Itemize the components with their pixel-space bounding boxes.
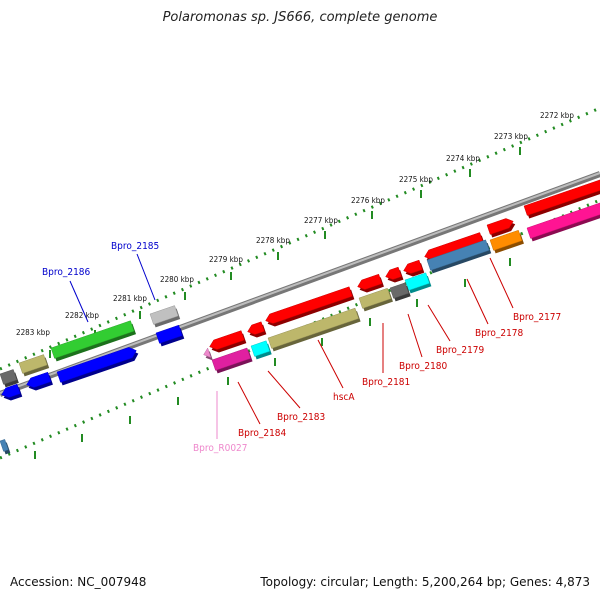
- gene-label: Bpro_2177: [513, 312, 561, 323]
- scale-tick-label: 2277 kbp: [304, 216, 338, 225]
- gene-pink-long: [526, 202, 600, 242]
- gene-bpro-2177: [523, 179, 600, 219]
- scale-tick-label: 2275 kbp: [399, 175, 433, 184]
- gene-cyan-b: [250, 340, 272, 360]
- label-leader: [136, 253, 156, 301]
- gene-olive-left-body: [18, 354, 48, 374]
- upper-scale-line: [0, 106, 600, 371]
- gene-blue-a-body: [155, 324, 183, 344]
- scale-tick-label: 2281 kbp: [113, 294, 147, 303]
- gene-olive-hsca-body: [267, 307, 359, 349]
- label-layer: Bpro_2177 Bpro_2178 Bpro_2179 Bpro_2180 Bpro…: [42, 241, 561, 454]
- scale-tick-label: 2278 kbp: [256, 236, 290, 245]
- gene-label: Bpro_2180: [399, 361, 448, 372]
- accession-text: Accession: NC_007948: [10, 575, 147, 589]
- gene-olive-left: [18, 354, 50, 377]
- gene-bpro-2186-body: [50, 320, 135, 359]
- gene-grey-left-body: [0, 369, 18, 385]
- scale-tick-label: 2274 kbp: [446, 154, 480, 163]
- gene-blue-a: [155, 324, 185, 347]
- label-leader: [237, 381, 261, 425]
- gene-layer: [0, 179, 600, 455]
- gene-steelblue-left-body: [0, 439, 9, 452]
- gene-orange: [489, 229, 524, 254]
- gene-small-b: [247, 321, 267, 338]
- map-title: Polaromonas sp. JS666, complete genome: [162, 10, 438, 25]
- gene-bpro-2177-body: [523, 179, 600, 216]
- gene-label: Bpro_2186: [42, 267, 91, 278]
- gene-blue-b-body: [26, 371, 52, 388]
- gene-label: Bpro_2179: [436, 345, 485, 356]
- gene-bpro-2181-body: [385, 266, 402, 280]
- gene-hsca-body: [265, 286, 353, 324]
- gene-label: Bpro_2178: [475, 328, 524, 339]
- gene-blue-b: [26, 371, 53, 391]
- gene-bpro-r0027-body: [203, 347, 212, 358]
- genome-summary-text: Topology: circular; Length: 5,200,264 bp…: [260, 575, 590, 589]
- scale-tick-label: 2272 kbp: [540, 111, 574, 120]
- gene-bpro-2178: [486, 218, 516, 238]
- gene-steelblue: [426, 239, 492, 274]
- gene-bpro-2183: [209, 330, 247, 353]
- gene-olive-hsca: [267, 307, 361, 352]
- lower-scale-line: [0, 198, 600, 460]
- gene-blue-c-body: [1, 383, 21, 398]
- gene-cyan-b-body: [250, 340, 271, 357]
- gene-label: Bpro_2185: [111, 241, 159, 252]
- gene-steelblue-body: [426, 239, 490, 271]
- label-leader: [466, 278, 489, 325]
- gene-grey-a-body: [389, 282, 410, 299]
- scale-tick-label: 2280 kbp: [160, 275, 194, 284]
- gene-label: Bpro_2181: [362, 377, 410, 388]
- gene-small-b-body: [247, 321, 265, 335]
- label-leader: [407, 313, 423, 358]
- gene-olive-a: [358, 287, 393, 312]
- label-leader: [427, 304, 451, 342]
- label-leader: [317, 339, 344, 389]
- scale-tick-label: 2276 kbp: [351, 196, 385, 205]
- gene-label: Bpro_2183: [277, 412, 325, 423]
- gene-pink-long-body: [526, 202, 600, 239]
- gene-label: Bpro_2184: [238, 428, 287, 439]
- scale-tick-label: 2282 kbp: [65, 311, 99, 320]
- gene-bpro-2181: [385, 266, 404, 283]
- gene-grey-a: [389, 282, 411, 302]
- gene-magenta-body: [211, 347, 251, 371]
- gene-small-a: [357, 273, 384, 293]
- scale-tick-label: 2283 kbp: [16, 328, 50, 337]
- label-leader: [489, 257, 514, 309]
- gene-blue-c: [1, 383, 23, 401]
- gene-bpro-2183-body: [209, 330, 245, 350]
- gene-bpro-r0027: [203, 347, 213, 361]
- gene-blue-long-body: [56, 347, 137, 383]
- gene-hsca: [265, 286, 355, 327]
- gene-bpro-2178-body: [486, 218, 514, 235]
- gene-grey-left: [0, 369, 19, 388]
- gene-label: hscA: [333, 392, 355, 403]
- gene-bpro-2185: [149, 305, 181, 328]
- label-leader: [69, 280, 89, 323]
- scale-layer: 2272 kbp 2273 kbp 2274 kbp 2275 kbp 2276 kbp…: [0, 106, 600, 460]
- backbone-highlight: [0, 172, 600, 394]
- gene-steelblue-left: [0, 439, 11, 455]
- gene-magenta: [211, 347, 253, 374]
- gene-blue-long: [56, 347, 139, 386]
- scale-tick-label: 2279 kbp: [209, 255, 243, 264]
- gene-small-a-body: [357, 273, 383, 290]
- gene-cyan-a: [404, 272, 432, 294]
- gene-bpro-2180-body: [403, 259, 423, 274]
- gene-bpro-2180: [403, 259, 425, 277]
- gene-bpro-2185-body: [149, 305, 179, 325]
- gene-bpro-2186: [50, 320, 137, 362]
- gene-olive-a-body: [358, 287, 392, 309]
- gene-orange-body: [489, 229, 523, 251]
- gene-label: Bpro_R0027: [193, 443, 248, 454]
- scale-tick-label: 2273 kbp: [494, 132, 528, 141]
- label-leader: [267, 370, 301, 409]
